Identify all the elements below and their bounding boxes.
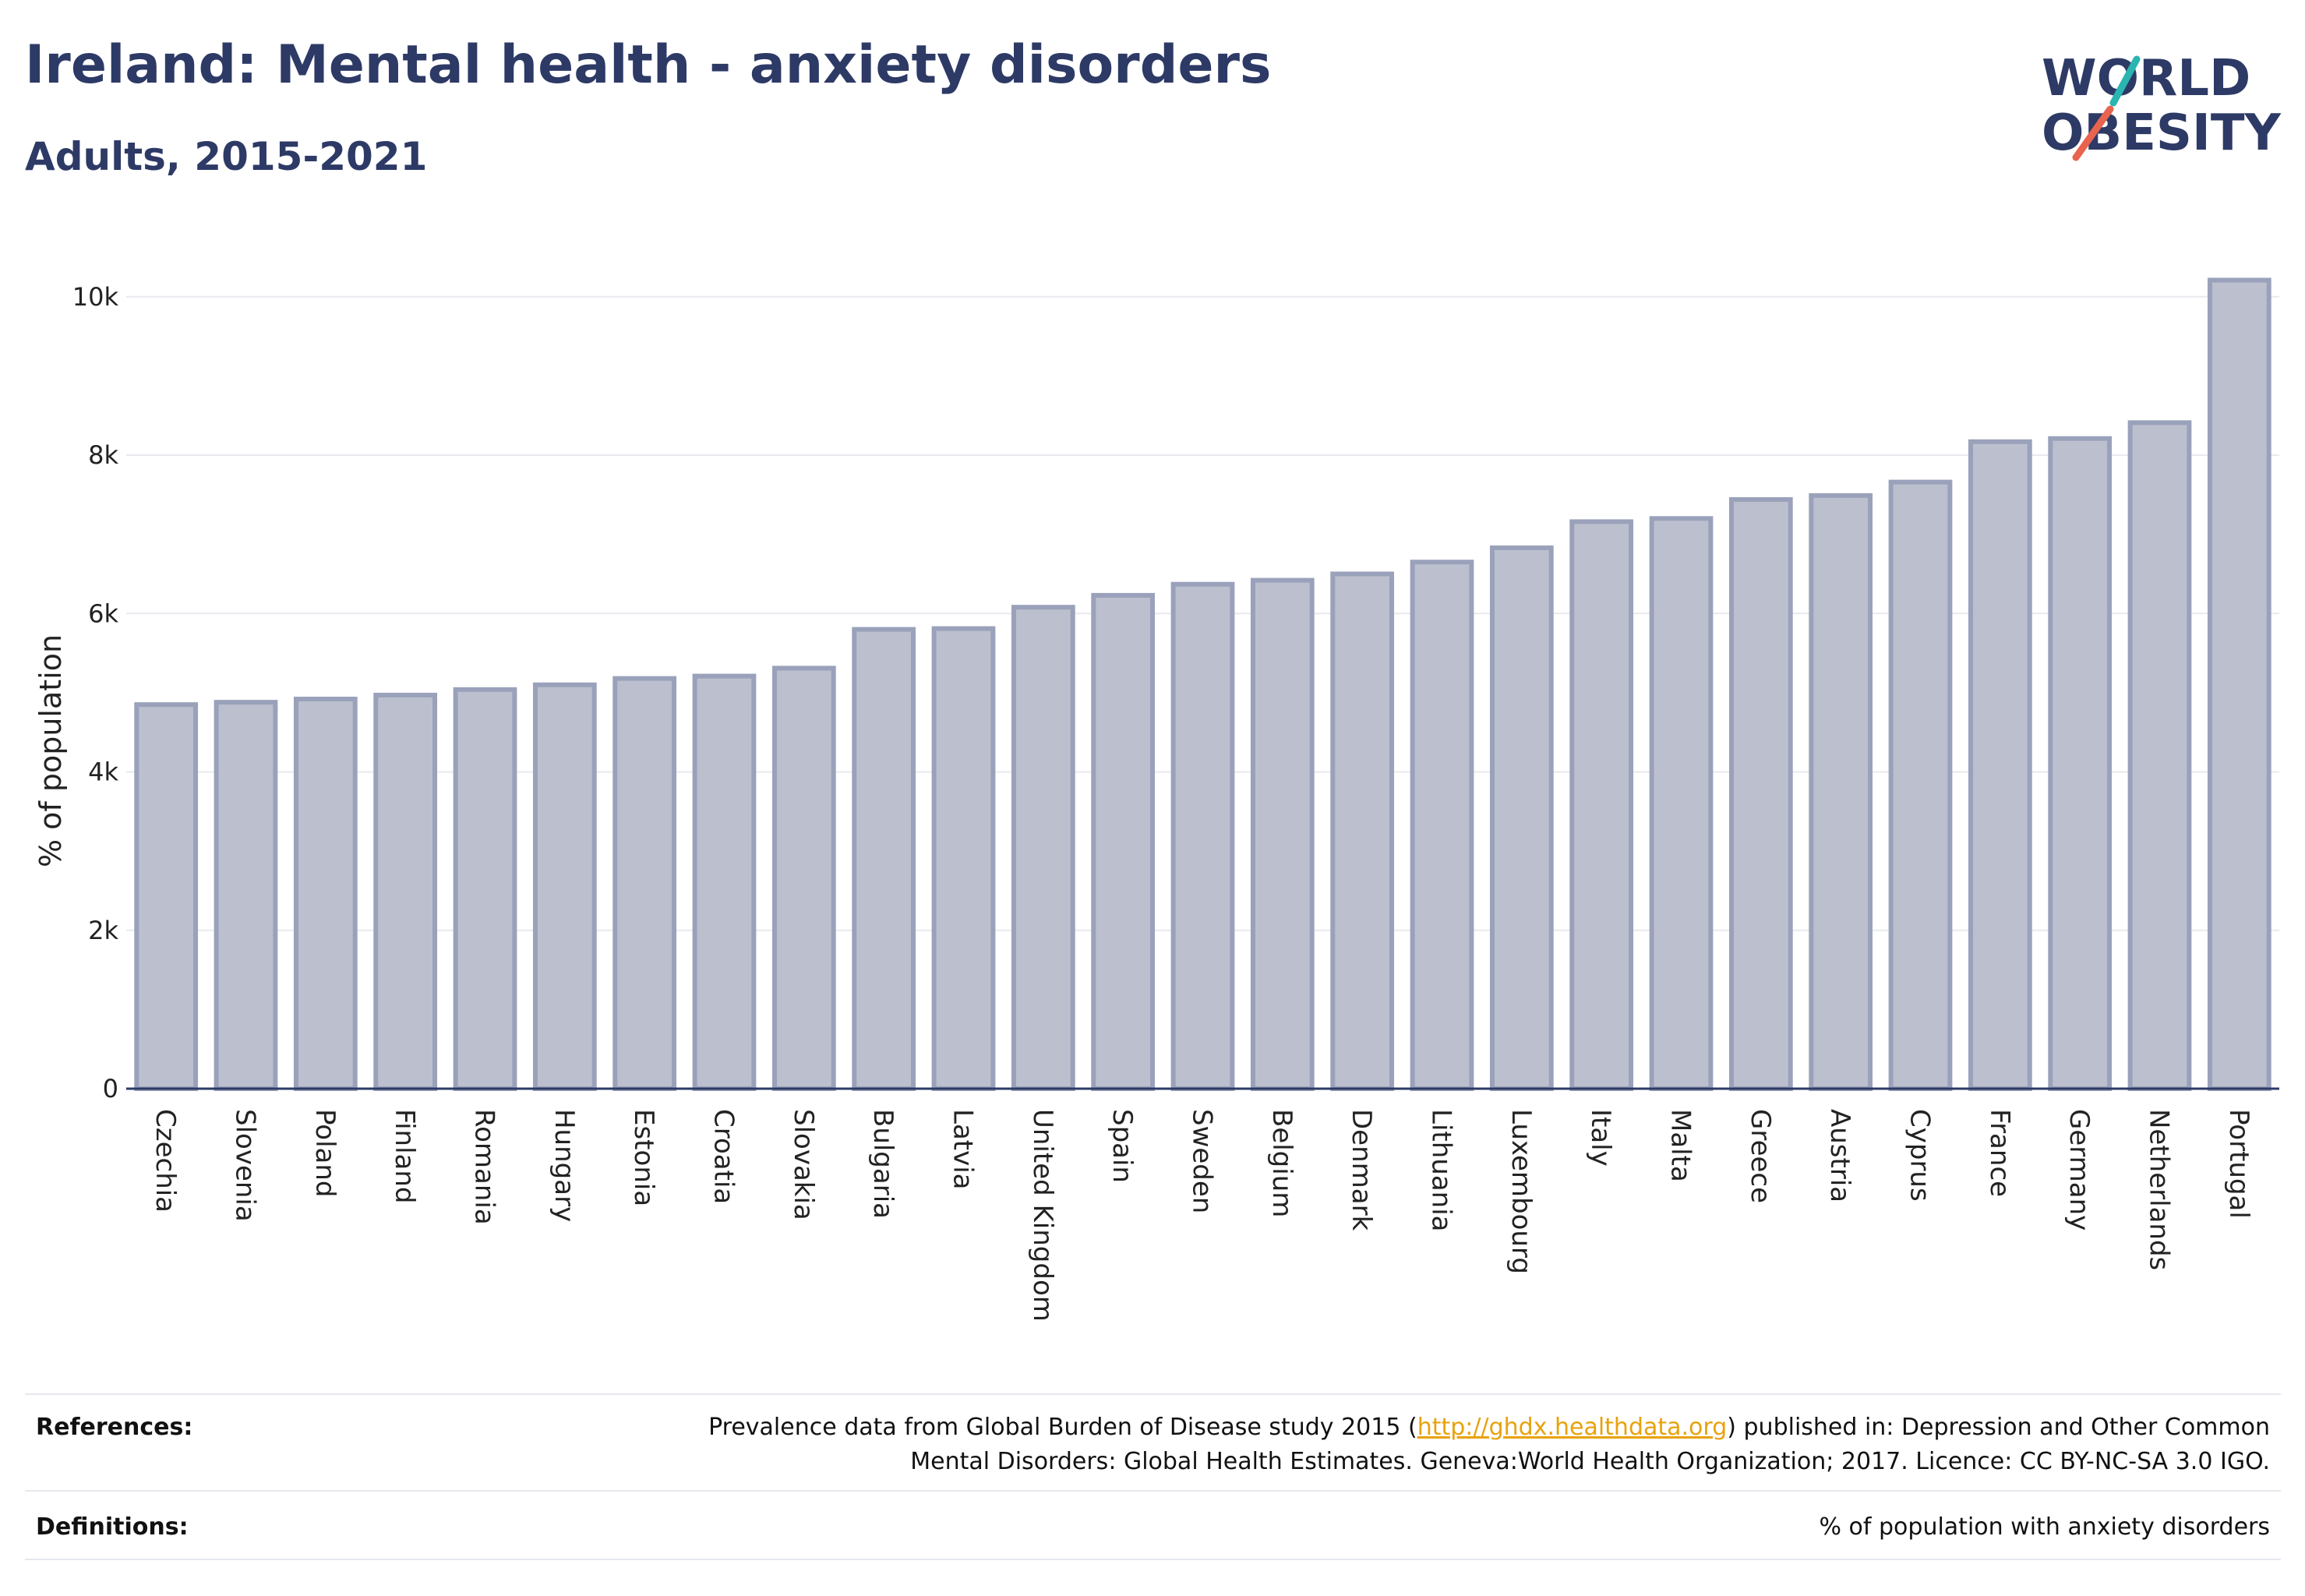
- bar: [1809, 493, 1873, 1091]
- references-text-end: ) published in: Depression and Other Com…: [1727, 1414, 2270, 1441]
- bar: [134, 702, 199, 1092]
- divider: [25, 1559, 2281, 1560]
- x-category-label: Slovakia: [788, 1109, 819, 1220]
- bar: [532, 682, 597, 1091]
- logo-line1: WORLD: [2042, 50, 2250, 108]
- x-category-labels: Czechia Slovenia Poland Finland Romania Hunga…: [150, 1109, 2254, 1322]
- y-tick-label: 8k: [88, 440, 118, 470]
- bar: [931, 626, 996, 1091]
- x-category-label: Denmark: [1346, 1109, 1377, 1231]
- bar: [1489, 545, 1554, 1091]
- x-category-label: Estonia: [628, 1109, 659, 1206]
- x-category-label: Italy: [1585, 1109, 1616, 1167]
- bar: [1330, 571, 1395, 1091]
- x-category-label: Austria: [1824, 1109, 1855, 1202]
- bar: [2048, 436, 2113, 1091]
- references-text-line2: Mental Disorders: Global Health Estimate…: [910, 1448, 2270, 1475]
- bar: [293, 697, 358, 1092]
- references-text: Prevalence data from Global Burden of Di…: [708, 1411, 2270, 1479]
- x-category-label: Germany: [2063, 1109, 2095, 1231]
- bar: [1968, 439, 2032, 1091]
- definitions-text: % of population with anxiety disorders: [1819, 1513, 2270, 1541]
- bar: [2127, 420, 2192, 1091]
- bar: [1410, 560, 1474, 1091]
- bar: [2207, 277, 2271, 1092]
- bars: [134, 277, 2271, 1092]
- y-tick-label: 4k: [88, 757, 118, 787]
- definitions-label: Definitions:: [36, 1513, 189, 1541]
- x-category-label: Slovenia: [230, 1109, 261, 1222]
- bar: [373, 692, 438, 1091]
- x-category-label: Netherlands: [2144, 1109, 2175, 1270]
- bar: [852, 627, 916, 1091]
- y-axis-title: % of population: [34, 634, 68, 867]
- bar: [214, 700, 278, 1091]
- bar: [1091, 592, 1156, 1091]
- x-category-label: France: [1984, 1109, 2015, 1197]
- bar: [692, 673, 757, 1091]
- references-label: References:: [36, 1414, 193, 1441]
- bar: [612, 676, 677, 1091]
- divider: [25, 1393, 2281, 1395]
- x-category-label: Lithuania: [1426, 1109, 1457, 1231]
- x-category-label: Malta: [1665, 1109, 1696, 1182]
- bar: [1728, 496, 1793, 1091]
- logo-slash-bottom: [2072, 105, 2114, 161]
- bar: [1569, 519, 1634, 1091]
- y-tick-label: 10k: [72, 282, 119, 312]
- references-text-start: Prevalence data from Global Burden of Di…: [708, 1414, 1417, 1441]
- x-category-label: Czechia: [150, 1109, 181, 1213]
- bar: [1250, 577, 1315, 1091]
- x-category-label: Luxembourg: [1505, 1109, 1537, 1274]
- x-category-label: Finland: [389, 1109, 420, 1204]
- world-obesity-logo: WORLD OBESITY: [2042, 50, 2281, 162]
- bar: [1170, 581, 1235, 1091]
- bar: [453, 687, 517, 1091]
- bar-chart: 0 2k 4k 6k 8k 10k Czechia Slovenia Poland Finlan…: [34, 277, 2279, 1322]
- bar: [1011, 605, 1075, 1091]
- x-category-label: United Kingdom: [1027, 1109, 1058, 1322]
- y-tick-label: 2k: [88, 916, 118, 945]
- references-section: References: Prevalence data from Global …: [25, 1393, 2281, 1495]
- y-tick-labels: 0 2k 4k 6k 8k 10k: [72, 282, 119, 1103]
- x-category-label: Sweden: [1187, 1109, 1218, 1213]
- chart-title: Ireland: Mental health - anxiety disorde…: [25, 34, 1272, 96]
- x-category-label: Croatia: [708, 1109, 740, 1204]
- x-category-label: Greece: [1745, 1109, 1776, 1203]
- bar: [1888, 479, 1953, 1091]
- chart-subtitle: Adults, 2015-2021: [25, 134, 428, 179]
- x-category-label: Spain: [1107, 1109, 1138, 1183]
- logo-slash-top: [2109, 55, 2141, 107]
- x-category-label: Bulgaria: [867, 1109, 898, 1219]
- x-category-label: Romania: [469, 1109, 500, 1225]
- x-category-label: Cyprus: [1904, 1109, 1936, 1202]
- y-tick-label: 6k: [88, 598, 118, 628]
- y-tick-label: 0: [103, 1074, 118, 1103]
- bar: [771, 666, 836, 1091]
- definitions-section: Definitions: % of population with anxiet…: [25, 1492, 2281, 1562]
- x-category-label: Poland: [309, 1109, 341, 1198]
- x-category-label: Belgium: [1266, 1109, 1297, 1217]
- divider: [25, 1490, 2281, 1492]
- x-category-label: Portugal: [2223, 1109, 2254, 1219]
- references-link[interactable]: http://ghdx.healthdata.org: [1417, 1414, 1728, 1441]
- bar: [1649, 516, 1714, 1091]
- x-category-label: Latvia: [948, 1109, 979, 1190]
- x-category-label: Hungary: [549, 1109, 580, 1222]
